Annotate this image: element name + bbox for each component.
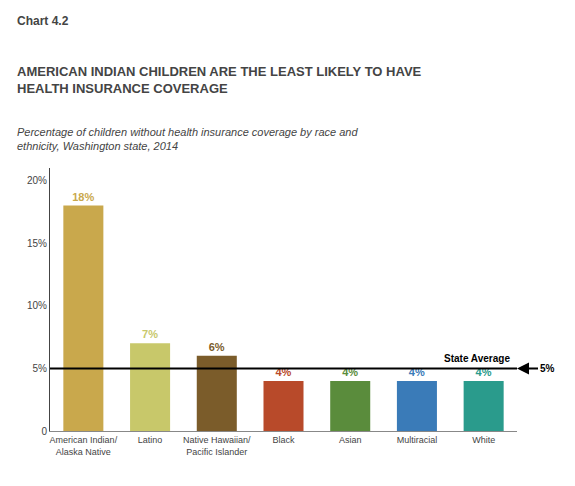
- svg-text:White: White: [472, 435, 495, 445]
- svg-text:Chart 4.2: Chart 4.2: [17, 14, 69, 28]
- svg-text:6%: 6%: [209, 341, 225, 353]
- svg-text:0: 0: [41, 426, 47, 437]
- svg-text:4%: 4%: [342, 366, 358, 378]
- svg-text:Native Hawaiian/Pacific Island: Native Hawaiian/Pacific Islander: [183, 435, 251, 457]
- svg-text:18%: 18%: [72, 191, 94, 203]
- svg-text:5%: 5%: [540, 363, 555, 374]
- svg-text:Black: Black: [272, 435, 295, 445]
- svg-text:5%: 5%: [33, 363, 48, 374]
- svg-text:20%: 20%: [27, 175, 47, 186]
- svg-text:American Indian/Alaska Native: American Indian/Alaska Native: [50, 435, 118, 457]
- svg-text:4%: 4%: [275, 366, 291, 378]
- svg-text:Latino: Latino: [138, 435, 163, 445]
- svg-text:Percentage of children without: Percentage of children without health in…: [17, 126, 358, 152]
- svg-text:4%: 4%: [409, 366, 425, 378]
- svg-text:10%: 10%: [27, 300, 47, 311]
- svg-text:15%: 15%: [27, 238, 47, 249]
- svg-text:Asian: Asian: [339, 435, 362, 445]
- svg-text:7%: 7%: [142, 328, 158, 340]
- svg-text:Multiracial: Multiracial: [397, 435, 438, 445]
- svg-text:AMERICAN INDIAN CHILDREN ARE T: AMERICAN INDIAN CHILDREN ARE THE LEAST L…: [17, 64, 422, 96]
- svg-text:4%: 4%: [476, 366, 492, 378]
- svg-text:State Average: State Average: [444, 353, 510, 364]
